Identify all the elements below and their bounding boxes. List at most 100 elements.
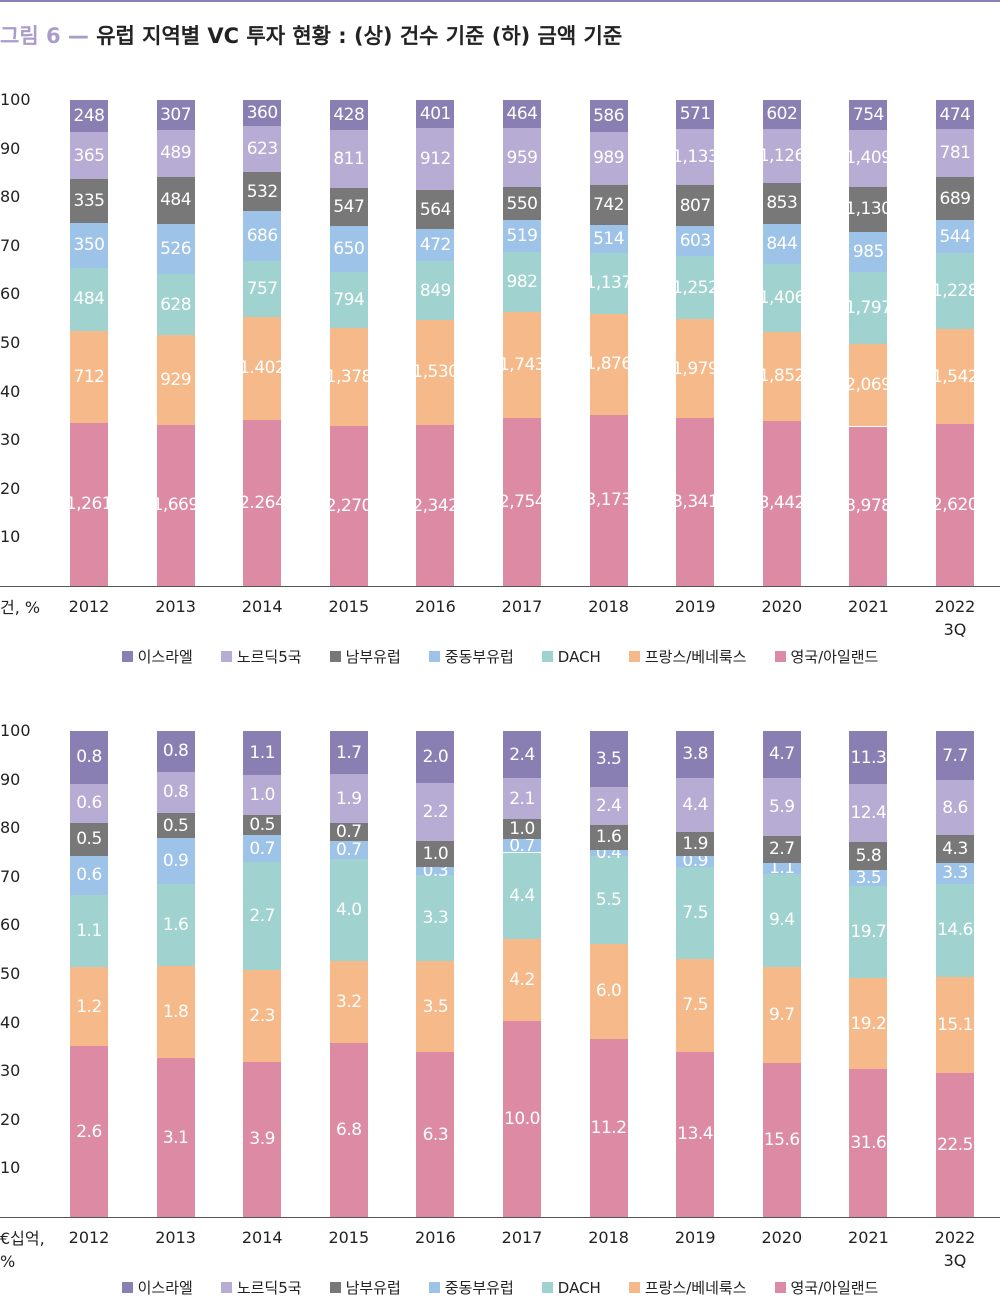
- y-tick-label: 20: [0, 478, 21, 498]
- data-label: 1.1: [76, 921, 102, 942]
- data-label: 19.7: [850, 922, 887, 943]
- y-tick-label: 100: [0, 90, 31, 109]
- bar-segment: [762, 100, 801, 129]
- bar-segment: [849, 232, 888, 272]
- data-label: 686: [246, 226, 278, 247]
- data-label: 2.6: [76, 1121, 102, 1142]
- legend-label: 노르딕5국: [236, 1279, 302, 1297]
- bar-segment: [762, 873, 801, 967]
- legend-label: DACH: [557, 647, 601, 666]
- bar-segment: [70, 855, 108, 896]
- data-label: 2,342: [412, 495, 459, 516]
- y-tick-label: 30: [0, 1061, 21, 1081]
- legend-item: 남부유럽: [329, 646, 401, 667]
- bar-segment: [762, 420, 801, 586]
- x-tick-label: 2014: [241, 597, 283, 616]
- bar-segment: [936, 424, 974, 586]
- bar-segment: [329, 425, 368, 586]
- x-tick-label: 2012: [68, 1228, 110, 1247]
- legend-label: 영국/아일랜드: [790, 1279, 879, 1297]
- legend-swatch: [121, 1282, 133, 1293]
- y-axis-label: 건, %: [0, 598, 41, 617]
- data-label: 2.4: [509, 744, 535, 765]
- data-label: 742: [593, 194, 625, 215]
- legend-label: DACH: [557, 1278, 601, 1297]
- bar-segment: [243, 211, 282, 262]
- data-label: 1,542: [931, 366, 979, 387]
- data-label: 10.0: [504, 1109, 540, 1130]
- top-rule: [0, 0, 1000, 2]
- bar-segment: [589, 100, 628, 132]
- data-label: 0.9: [682, 851, 708, 872]
- x-tick-label: 2022 3Q: [934, 597, 976, 639]
- data-label: 564: [419, 199, 451, 220]
- y-tick-label: 60: [0, 915, 21, 935]
- legend-swatch: [628, 651, 640, 662]
- data-label: 1,126: [758, 145, 806, 166]
- data-label: 1.6: [595, 827, 622, 848]
- bar-segment: [676, 866, 715, 960]
- data-label: 4.3: [942, 838, 968, 859]
- bar-segment: [503, 128, 541, 187]
- bar-segment: [936, 100, 974, 130]
- bar-segment: [936, 780, 974, 836]
- bar-segment: [936, 883, 974, 977]
- bar-segment: [329, 328, 368, 426]
- legend-swatch: [121, 651, 133, 662]
- y-tick-label: 50: [0, 333, 21, 352]
- x-tick-label: 2017: [501, 597, 543, 616]
- legend-swatch: [541, 1282, 553, 1293]
- bar-segment: [416, 840, 455, 867]
- data-label: 464: [506, 104, 538, 125]
- data-label: 0.8: [162, 741, 189, 762]
- bar-segment: [936, 1073, 974, 1217]
- bar-segment: [416, 731, 455, 784]
- legend-item: 중동부유럽: [428, 1277, 514, 1298]
- x-tick-label: 2012: [68, 597, 110, 616]
- data-label: 335: [73, 191, 105, 212]
- legend-label: 프랑스/베네룩스: [644, 1279, 747, 1297]
- data-label: 0.6: [76, 793, 102, 814]
- legend-label: 남부유럽: [345, 648, 401, 666]
- data-label: 0.7: [249, 838, 275, 859]
- data-label: 365: [73, 145, 105, 166]
- bar-segment: [936, 329, 974, 425]
- data-label: 1,669: [152, 495, 200, 516]
- y-tick-label: 10: [0, 1158, 21, 1178]
- x-tick-label: 2018: [588, 1228, 629, 1247]
- bar-segment: [329, 187, 368, 227]
- bar-segment: [243, 834, 282, 863]
- x-tick-label: 2017: [501, 1228, 543, 1247]
- legend-item: 프랑스/베네룩스: [628, 646, 747, 667]
- data-label: 472: [419, 235, 451, 256]
- bar-segment: [849, 1068, 888, 1217]
- data-label: 3.5: [422, 996, 449, 1017]
- bar-segment: [243, 317, 282, 420]
- bar-segment: [416, 127, 455, 191]
- data-label: 3,341: [672, 492, 719, 513]
- data-label: 1.1: [769, 858, 795, 879]
- legend-item: 이스라엘: [121, 646, 193, 667]
- bar-segment: [243, 100, 282, 127]
- x-tick-label: 2016: [415, 597, 456, 616]
- legend-item: 노르딕5국: [220, 646, 302, 667]
- data-label: 2,270: [325, 495, 373, 516]
- data-label: 1,876: [585, 354, 633, 375]
- data-label: 4.7: [769, 744, 795, 765]
- bar-segment: [936, 253, 974, 330]
- data-label: 7.5: [682, 902, 708, 923]
- data-label: 3.2: [336, 992, 362, 1013]
- legend-swatch: [428, 651, 440, 662]
- bar-segment: [762, 264, 801, 332]
- bar-segment: [589, 414, 628, 586]
- data-label: 1.9: [682, 833, 708, 854]
- bar-segment: [589, 786, 628, 825]
- bar-segment: [243, 261, 282, 318]
- data-label: 571: [679, 104, 711, 125]
- bar-segment: [936, 731, 974, 781]
- bar-segment: [416, 960, 455, 1053]
- data-label: 3.5: [595, 748, 622, 769]
- data-label: 603: [679, 231, 711, 252]
- legend-label: 중동부유럽: [444, 648, 514, 666]
- data-label: 3,978: [845, 496, 892, 517]
